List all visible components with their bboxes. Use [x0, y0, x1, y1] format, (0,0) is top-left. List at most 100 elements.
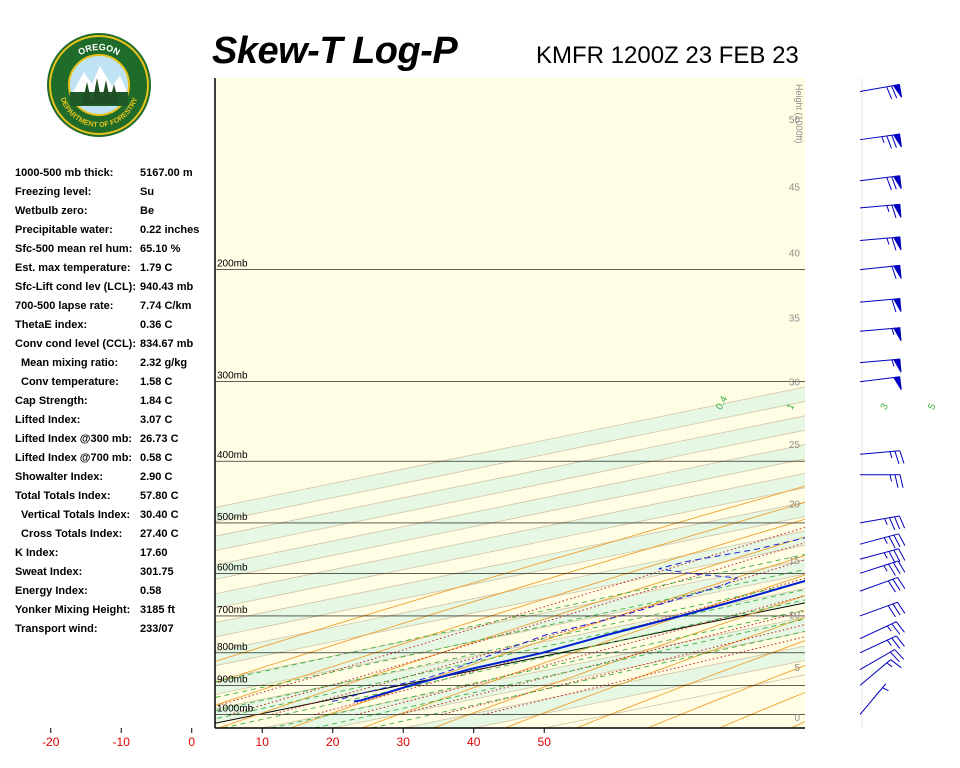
dewpoint-trace	[332, 537, 805, 702]
wind-barb-flag	[892, 603, 901, 616]
mixing-ratio-line	[215, 581, 805, 712]
temperature-band	[215, 444, 805, 580]
wind-barb-staff	[859, 635, 897, 654]
wind-barb	[859, 560, 906, 576]
x-tick-label: 0	[188, 735, 195, 749]
x-tick-label: 10	[256, 735, 270, 749]
index-label: Lifted Index:	[15, 414, 81, 426]
pressure-label: 600mb	[217, 562, 248, 573]
wind-barb	[859, 298, 902, 313]
pressure-label: 1000mb	[217, 704, 254, 715]
index-label: 1000-500 mb thick:	[15, 167, 114, 179]
wind-barb-flag	[886, 86, 893, 100]
wind-panel	[818, 78, 862, 728]
wind-barb-flag	[891, 266, 897, 280]
wind-barb-staff	[859, 548, 899, 560]
dry-adiabat-line	[433, 595, 805, 728]
wind-barb-staff	[859, 683, 887, 715]
wind-barb-staff	[859, 264, 900, 271]
temperature-band	[215, 473, 805, 609]
wind-barb-halfflag	[891, 328, 895, 336]
index-label: Conv temperature:	[21, 376, 119, 388]
wind-barb-flag	[897, 577, 906, 589]
wind-barb	[859, 203, 902, 218]
wind-barb-pennant	[893, 358, 902, 373]
wind-barb-flag	[898, 548, 906, 561]
wind-barb-flag	[889, 651, 900, 663]
temperature-band	[215, 415, 805, 551]
dry-adiabat-line	[934, 78, 960, 728]
wind-barb	[859, 649, 905, 671]
wind-barb-flag	[887, 580, 896, 593]
index-label: Precipitable water:	[15, 224, 113, 236]
wind-barb	[859, 683, 889, 715]
index-value: 2.90 C	[140, 471, 173, 483]
wind-barb-flag	[895, 621, 905, 633]
wind-barb-flag	[891, 637, 901, 649]
index-value: 1.84 C	[140, 395, 173, 407]
x-tick-label: -10	[113, 735, 131, 749]
x-tick-label: 40	[467, 735, 481, 749]
height-tick-label: 10	[789, 611, 801, 622]
wind-barb-staff	[859, 576, 898, 592]
isotherm-line	[215, 516, 805, 638]
wind-barb-pennant	[893, 236, 902, 251]
wind-barb-pennant	[893, 203, 902, 218]
dry-adiabat-line	[218, 536, 805, 728]
wind-barb	[859, 621, 905, 640]
wind-barb-staff	[859, 327, 900, 332]
wind-barb-flag	[891, 237, 897, 251]
wind-barb-flag	[891, 204, 897, 218]
isotherm-line	[215, 544, 805, 667]
wind-barb	[859, 264, 902, 280]
wind-barb	[859, 515, 906, 531]
index-value: 27.40 C	[140, 528, 179, 540]
isotherm-line	[215, 401, 805, 523]
index-value: 233/07	[140, 623, 174, 635]
wind-barb-flag	[899, 450, 905, 464]
wind-barb-pennant	[892, 83, 903, 98]
wind-barb	[860, 474, 904, 488]
wind-barb-pennant	[893, 298, 902, 312]
wind-barb-staff	[859, 203, 900, 209]
wind-barb-flag	[888, 536, 896, 549]
wind-barb	[859, 83, 903, 100]
height-tick-label: 25	[789, 440, 801, 451]
isotherm-line	[215, 602, 805, 724]
moist-adiabat-line	[314, 577, 805, 715]
oregon-forestry-logo: OREGON DEPARTMENT OF FORESTRY	[47, 33, 151, 137]
index-label: K Index:	[15, 547, 59, 559]
wind-barb-halfflag	[889, 451, 893, 459]
wind-barb-halfflag	[884, 518, 888, 525]
temperature-band	[215, 502, 805, 637]
x-tick-label: -20	[42, 735, 60, 749]
index-value: 17.60	[140, 547, 168, 559]
index-label: Cross Totals Index:	[21, 528, 123, 540]
moist-adiabat-line	[215, 526, 805, 707]
pressure-label: 800mb	[217, 642, 248, 653]
index-value: 3.07 C	[140, 414, 173, 426]
wind-barb-flag	[894, 516, 901, 530]
wind-barb-halfflag	[883, 537, 888, 544]
pressure-label: 200mb	[217, 259, 248, 270]
wind-barb-halfflag	[882, 687, 889, 692]
temperature-band	[215, 387, 805, 522]
isotherm-line	[215, 559, 805, 681]
wind-barb	[859, 659, 902, 686]
index-value: 65.10 %	[140, 243, 181, 255]
index-label: Wetbulb zero:	[15, 205, 88, 217]
height-tick-label: 0	[794, 713, 800, 724]
index-value: 301.75	[140, 566, 174, 578]
index-value: 57.80 C	[140, 490, 179, 502]
wind-barb-staff	[859, 133, 900, 141]
wind-barb-flag	[898, 515, 906, 529]
plot-area	[215, 78, 960, 728]
wind-barb	[859, 601, 906, 618]
wind-barb-flag	[891, 176, 897, 190]
dry-adiabat-line	[361, 574, 805, 728]
wind-barb-flag	[887, 605, 896, 618]
isotherm-line	[215, 588, 805, 710]
index-label: Est. max temperature:	[15, 262, 131, 274]
dry-adiabat-line	[647, 665, 805, 728]
dry-adiabat-line	[790, 721, 805, 728]
